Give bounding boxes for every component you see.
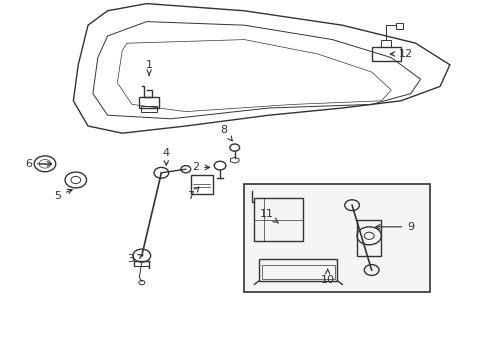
Bar [139,97,159,108]
Text: 11: 11 [259,209,278,223]
Text: 10: 10 [320,269,334,285]
Text: 2: 2 [192,162,209,172]
Text: 3: 3 [127,254,142,264]
Text: 9: 9 [375,222,413,232]
Text: 5: 5 [54,189,72,201]
Text: 12: 12 [389,49,412,59]
Bar [371,47,400,61]
Text: 8: 8 [220,125,232,141]
Bar [261,265,334,279]
Bar [254,198,303,241]
Text: 6: 6 [25,159,52,169]
Bar [141,106,157,112]
Text: 7: 7 [187,187,199,201]
Bar [356,220,381,256]
Bar [190,175,212,194]
Bar [244,184,429,292]
Text: 1: 1 [145,60,152,75]
Text: 4: 4 [163,148,169,165]
Bar [381,40,390,47]
Bar [259,259,337,281]
Bar [395,23,403,29]
